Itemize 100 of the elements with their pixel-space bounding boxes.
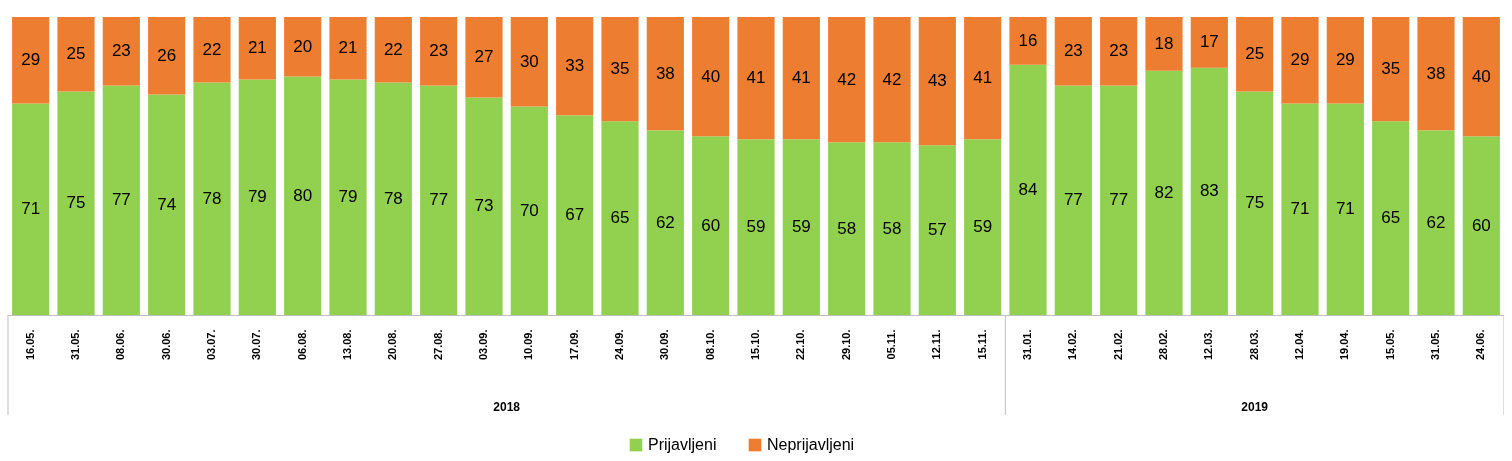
- data-label: 42: [882, 69, 902, 89]
- data-label: 59: [746, 217, 766, 237]
- bar: [1190, 67, 1228, 315]
- data-label: 60: [1471, 215, 1491, 235]
- x-tick-label: 29.10.: [839, 329, 852, 361]
- x-tick-label: 03.09.: [477, 329, 489, 361]
- bar: [102, 85, 140, 315]
- data-label: 23: [111, 41, 131, 61]
- bar: [510, 17, 548, 107]
- x-tick-label: 12.03.: [1202, 329, 1215, 361]
- data-label: 78: [383, 188, 403, 208]
- data-label: 78: [202, 188, 222, 208]
- x-tick-label: 30.09.: [658, 329, 671, 361]
- data-label: 41: [746, 68, 766, 88]
- legend-label: Neprijavljeni: [767, 436, 855, 453]
- x-tick-label: 28.03.: [1247, 329, 1260, 361]
- data-label: 73: [474, 196, 494, 216]
- data-label: 71: [21, 199, 41, 219]
- bar: [57, 91, 95, 315]
- bar: [1054, 17, 1092, 86]
- x-tick-label: 24.09.: [613, 329, 625, 361]
- data-label: 65: [610, 208, 630, 228]
- bar: [1009, 64, 1047, 315]
- bar: [873, 17, 911, 143]
- text: 2018: [493, 400, 521, 414]
- bar: [828, 17, 866, 143]
- data-label: 80: [293, 185, 313, 205]
- data-label: 75: [66, 193, 86, 213]
- bar: [918, 17, 956, 146]
- x-tick-label: 17.09.: [567, 329, 580, 361]
- data-label: 21: [338, 38, 358, 58]
- data-label: 79: [247, 187, 267, 207]
- data-label: 43: [927, 71, 947, 91]
- x-tick-label: 08.06.: [114, 329, 127, 361]
- bar: [782, 139, 820, 315]
- bar: [1372, 121, 1410, 315]
- data-label: 82: [1154, 182, 1174, 202]
- data-label: 62: [655, 212, 675, 232]
- bar: [148, 17, 186, 95]
- bar: [556, 17, 594, 116]
- data-label: 40: [701, 66, 721, 86]
- data-label: 38: [655, 63, 675, 83]
- bar: [374, 82, 412, 315]
- bar: [964, 139, 1002, 315]
- data-label: 79: [338, 187, 358, 207]
- bar: [12, 103, 50, 315]
- bar: [329, 79, 367, 315]
- bar: [1100, 85, 1138, 315]
- bar: [692, 136, 730, 315]
- data-label: 40: [1471, 66, 1491, 86]
- bar: [1281, 17, 1319, 104]
- x-tick-label: 12.04.: [1293, 329, 1305, 361]
- data-label: 65: [1381, 208, 1401, 228]
- bar: [510, 106, 548, 315]
- data-label: 29: [1290, 50, 1310, 70]
- data-label: 25: [66, 44, 86, 64]
- x-tick-label: 19.04.: [1338, 329, 1351, 361]
- x-tick-label: 15.10.: [749, 329, 761, 361]
- data-label: 57: [927, 220, 947, 240]
- bar: [1236, 91, 1274, 315]
- data-label: 22: [202, 39, 222, 59]
- bar: [1054, 85, 1092, 315]
- x-tick-label: 08.10.: [703, 329, 716, 361]
- x-tick-label: 06.08.: [295, 329, 308, 361]
- data-label: 74: [157, 194, 177, 214]
- data-label: 35: [1381, 59, 1401, 79]
- bar: [556, 115, 594, 315]
- x-tick-label: 03.07.: [205, 329, 217, 361]
- bar: [1190, 17, 1228, 68]
- x-tick-label: 28.02.: [1157, 329, 1169, 361]
- data-label: 30: [519, 51, 539, 71]
- bar: [1100, 17, 1138, 86]
- data-label: 58: [882, 218, 902, 238]
- x-tick-label: 21.02.: [1111, 329, 1124, 361]
- data-label: 84: [1018, 179, 1038, 199]
- bar: [57, 17, 95, 92]
- bar: [1417, 130, 1455, 315]
- x-tick-label: 31.05.: [69, 329, 81, 361]
- bar: [601, 121, 639, 315]
- data-label: 42: [837, 69, 857, 89]
- bar: [782, 17, 820, 140]
- bar: [646, 17, 684, 131]
- x-tick-label: 27.08.: [431, 329, 444, 361]
- bar: [1326, 17, 1364, 104]
- bar: [873, 142, 911, 315]
- bar: [1462, 17, 1500, 137]
- x-tick-label: 16.05.: [23, 329, 36, 361]
- bar: [737, 139, 775, 315]
- data-label: 16: [1018, 30, 1038, 50]
- data-label: 25: [1245, 44, 1265, 64]
- x-tick-label: 15.05.: [1383, 329, 1396, 361]
- data-label: 29: [21, 50, 41, 70]
- bar: [238, 17, 276, 80]
- data-label: 67: [565, 205, 585, 225]
- bar: [193, 17, 231, 83]
- data-label: 71: [1290, 199, 1310, 219]
- bar: [1145, 17, 1183, 71]
- x-tick-label: 30.06.: [159, 329, 172, 361]
- data-label: 59: [791, 217, 811, 237]
- x-tick-label: 24.06.: [1474, 329, 1487, 361]
